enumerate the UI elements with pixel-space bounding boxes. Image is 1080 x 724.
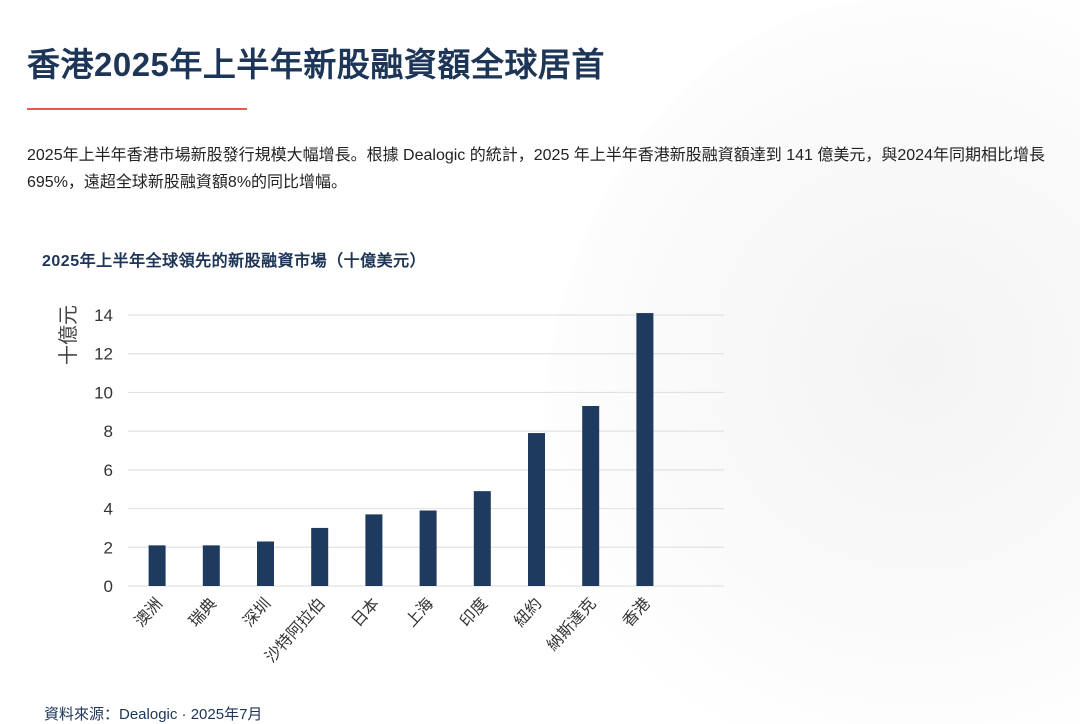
- y-tick-label: 10: [94, 383, 113, 402]
- x-tick-label: 澳洲: [131, 594, 167, 631]
- bar-日本: [365, 514, 383, 586]
- x-tick-label: 印度: [456, 594, 492, 631]
- bar-上海: [419, 510, 437, 586]
- chart-title: 2025年上半年全球領先的新股融資市場（十億美元）: [42, 253, 427, 270]
- x-tick-label: 深圳: [239, 594, 275, 631]
- bar-深圳: [257, 541, 274, 586]
- y-tick-label: 2: [104, 538, 113, 557]
- y-axis-label: 十億元: [57, 305, 80, 365]
- bar-納斯達克: [582, 405, 600, 586]
- intro-paragraph: 2025年上半年香港市場新股發行規模大幅增長。根據 Dealogic 的統計，2…: [27, 147, 1045, 191]
- x-tick-label: 日本: [347, 594, 383, 631]
- y-tick-label: 14: [94, 306, 113, 325]
- y-tick-label: 8: [104, 422, 113, 441]
- y-tick-label: 4: [104, 500, 113, 519]
- x-tick-label: 紐約: [510, 594, 546, 631]
- y-tick-label: 12: [94, 345, 113, 364]
- title-underline: [27, 108, 247, 110]
- source-note: 資料來源：Dealogic · 2025年7月: [44, 706, 263, 723]
- bar-香港: [636, 313, 654, 586]
- x-tick-label: 納斯達克: [543, 594, 600, 654]
- y-tick-label: 0: [104, 577, 113, 596]
- y-tick-label: 6: [104, 461, 113, 480]
- bar-印度: [473, 491, 491, 586]
- bar-澳洲: [148, 545, 166, 586]
- x-tick-label: 香港: [618, 594, 654, 631]
- bar-瑞典: [202, 545, 220, 586]
- page-title: 香港2025年上半年新股融資額全球居首: [27, 46, 605, 83]
- x-tick-label: 上海: [402, 594, 438, 631]
- bar-沙特阿拉伯: [311, 527, 329, 586]
- x-tick-label: 瑞典: [185, 594, 221, 631]
- bar-紐約: [528, 433, 545, 586]
